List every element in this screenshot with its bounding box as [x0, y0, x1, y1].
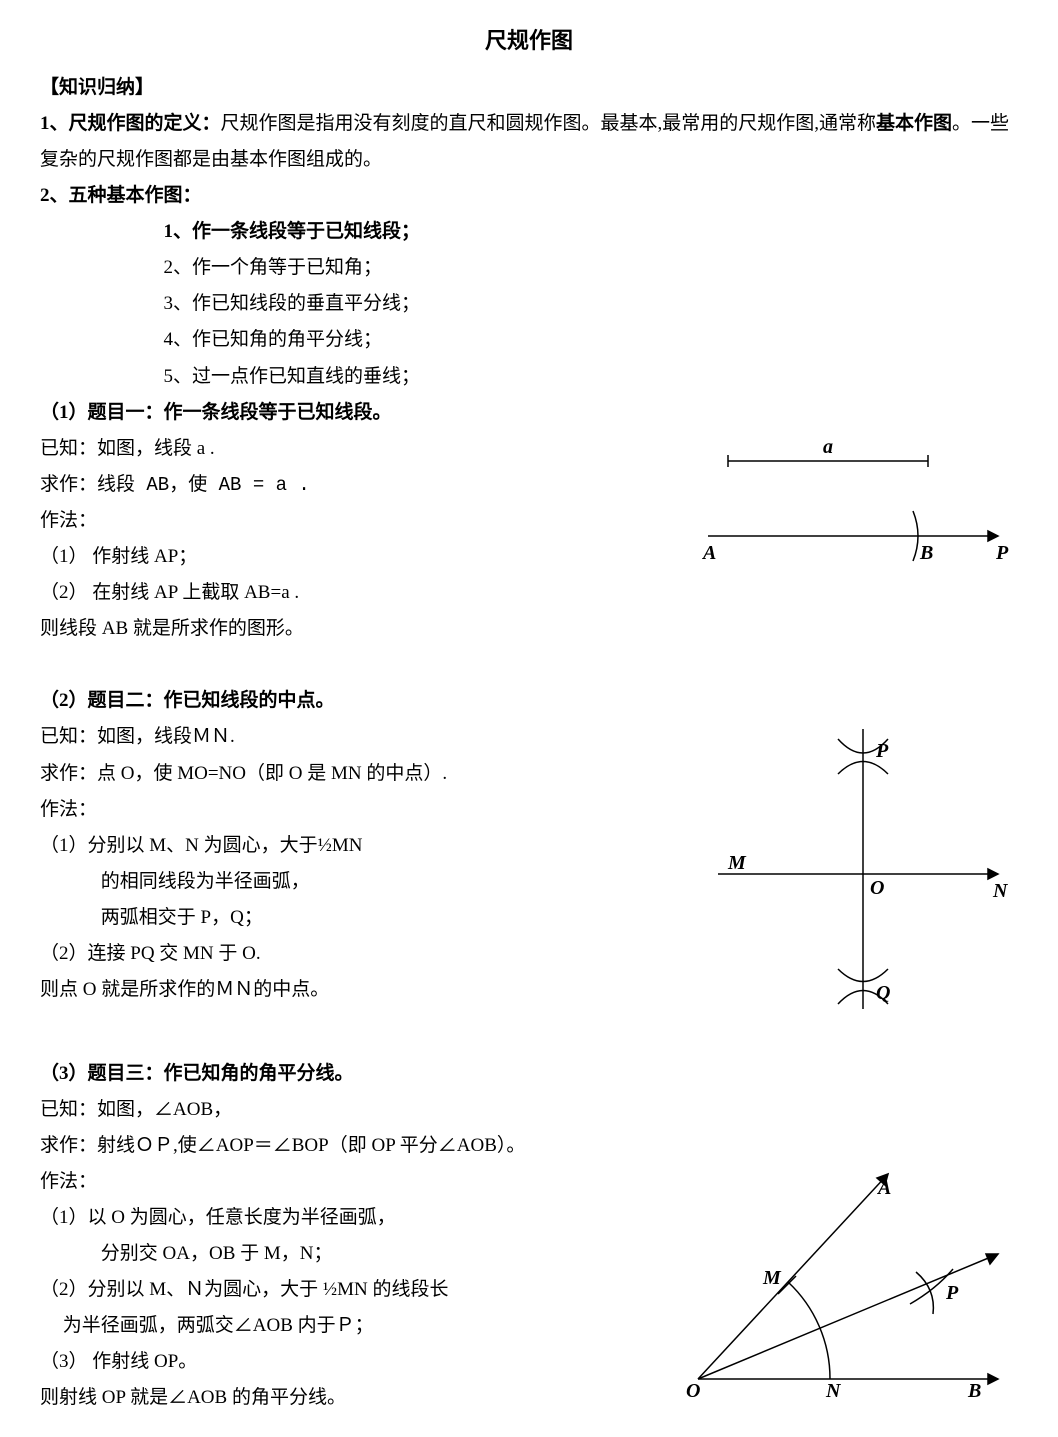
fig1-label-A: A	[701, 542, 716, 564]
q1-head: （1）题目一：作一条线段等于已知线段。	[40, 395, 1018, 431]
fig2-label-N: N	[992, 880, 1009, 902]
q3-l1: 已知：如图，∠AOB，	[40, 1092, 1018, 1128]
figure-2: M O N P Q	[698, 719, 1018, 1019]
q3-l8: （3） 作射线 OP。	[40, 1344, 658, 1380]
q3-l6: （2）分别以 M、Ｎ为圆心，大于 ½MN 的线段长	[40, 1272, 658, 1308]
q3-l2: 求作：射线ＯＰ,使∠AOP＝∠BOP（即 OP 平分∠AOB）。	[40, 1128, 1018, 1164]
q2-l2: 求作：点 O，使 MO=NO（即 O 是 MN 的中点）.	[40, 756, 678, 792]
page-title: 尺规作图	[40, 20, 1018, 62]
fig3-label-O: O	[686, 1380, 700, 1402]
q1-row: 已知：如图，线段 a . 求作：线段 AB，使 AB = a . 作法： （1）…	[40, 431, 1018, 648]
def-bold: 基本作图	[876, 113, 952, 134]
five-item-2: 2、作一个角等于已知角；	[164, 250, 1019, 286]
five-item-3: 3、作已知线段的垂直平分线；	[164, 286, 1019, 322]
fig3-label-N: N	[825, 1380, 842, 1402]
figure-1: a A B P	[698, 431, 1018, 571]
fig3-label-A: A	[876, 1177, 891, 1199]
q1-l2: 求作：线段 AB，使 AB = a .	[40, 467, 678, 503]
q3-l3: 作法：	[40, 1164, 658, 1200]
q2-l6: 两弧相交于 P，Q；	[101, 900, 678, 936]
q2-head: （2）题目二：作已知线段的中点。	[40, 683, 1018, 719]
five-label: 2、五种基本作图：	[40, 178, 1018, 214]
q1-l5: （2） 在射线 AP 上截取 AB=a .	[40, 575, 678, 611]
half-frac-2: ½	[323, 1279, 337, 1300]
q1-l6: 则线段 AB 就是所求作的图形。	[40, 611, 678, 647]
q1-l1: 已知：如图，线段 a .	[40, 431, 678, 467]
fig2-label-P: P	[875, 740, 889, 762]
q3-l5: 分别交 OA，OB 于 M，N；	[101, 1236, 658, 1272]
q1-l3: 作法：	[40, 503, 678, 539]
fig1-label-a: a	[823, 436, 833, 458]
figure-3: O B A M N P	[678, 1164, 1018, 1404]
q1-l4: （1） 作射线 AP；	[40, 539, 678, 575]
five-item-1: 1、作一条线段等于已知线段；	[164, 214, 1019, 250]
fig3-label-M: M	[762, 1267, 782, 1289]
q3-l4: （1）以 O 为圆心，任意长度为半径画弧，	[40, 1200, 658, 1236]
def-text1: 尺规作图是指用没有刻度的直尺和圆规作图。最基本,最常用的尺规作图,通常称	[221, 113, 877, 134]
five-item-4: 4、作已知角的角平分线；	[164, 322, 1019, 358]
q3-l9: 则射线 OP 就是∠AOB 的角平分线。	[40, 1380, 658, 1416]
q2-l7: （2）连接 PQ 交 MN 于 O.	[40, 936, 678, 972]
q2-l4: （1）分别以 M、N 为圆心，大于½MN	[40, 828, 678, 864]
fig1-label-B: B	[919, 542, 933, 564]
fig2-label-M: M	[727, 852, 747, 874]
five-item-5: 5、过一点作已知直线的垂线；	[164, 359, 1019, 395]
summary-heading: 【知识归纳】	[40, 70, 1018, 106]
fig3-label-P: P	[945, 1282, 959, 1304]
q2-l3: 作法：	[40, 792, 678, 828]
q3-head: （3）题目三：作已知角的角平分线。	[40, 1056, 1018, 1092]
fig1-label-P: P	[995, 542, 1009, 564]
q2-row: 已知：如图，线段ＭＮ. 求作：点 O，使 MO=NO（即 O 是 MN 的中点）…	[40, 719, 1018, 1019]
q3-l7: 为半径画弧，两弧交∠AOB 内于Ｐ；	[63, 1308, 658, 1344]
five-list: 1、作一条线段等于已知线段； 2、作一个角等于已知角； 3、作已知线段的垂直平分…	[164, 214, 1019, 394]
def-label: 1、尺规作图的定义：	[40, 113, 221, 134]
q2-l5: 的相同线段为半径画弧，	[101, 864, 678, 900]
fig2-label-O: O	[870, 877, 884, 899]
fig3-label-B: B	[967, 1380, 981, 1402]
half-frac-1: ½	[318, 835, 332, 856]
q2-l8: 则点 O 就是所求作的ＭＮ的中点。	[40, 972, 678, 1008]
fig2-label-Q: Q	[876, 982, 890, 1004]
q3-row: 作法： （1）以 O 为圆心，任意长度为半径画弧， 分别交 OA，OB 于 M，…	[40, 1164, 1018, 1417]
q2-l1: 已知：如图，线段ＭＮ.	[40, 719, 678, 755]
definition-para: 1、尺规作图的定义：尺规作图是指用没有刻度的直尺和圆规作图。最基本,最常用的尺规…	[40, 106, 1018, 178]
